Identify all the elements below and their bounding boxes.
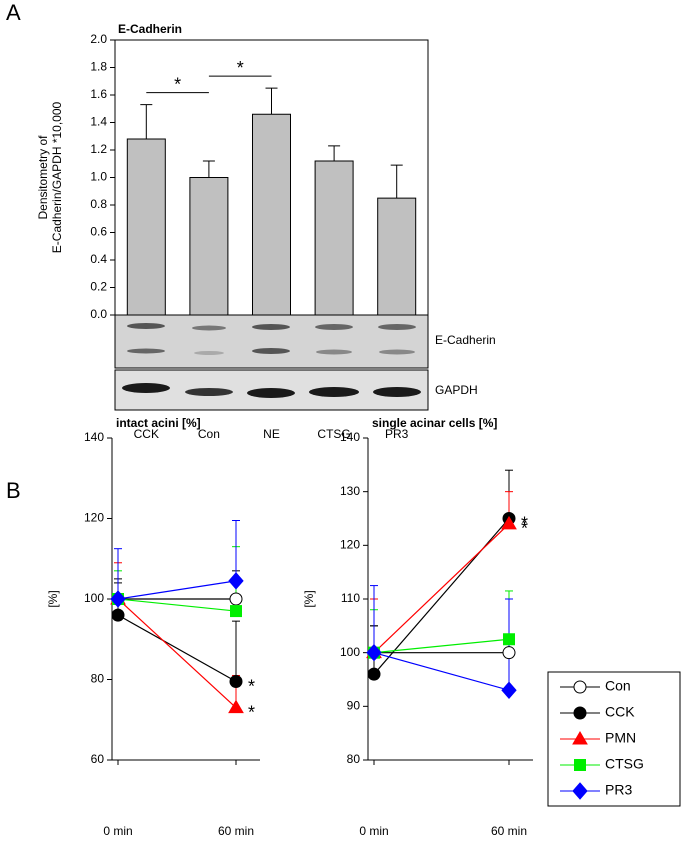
data-point xyxy=(367,667,381,681)
series-line xyxy=(373,638,510,654)
series-line xyxy=(373,652,510,691)
y-tick-label: 0.8 xyxy=(90,197,107,211)
significance-label: * xyxy=(248,676,255,696)
blot-gapdh xyxy=(114,369,429,411)
bar xyxy=(189,177,229,316)
legend-label: PR3 xyxy=(605,782,632,798)
data-point xyxy=(501,515,517,530)
data-point xyxy=(229,592,243,606)
significance-label: * xyxy=(248,702,255,722)
chart-title: E-Cadherin xyxy=(118,22,182,36)
legend-label: Con xyxy=(605,678,631,694)
y-tick-label: 1.2 xyxy=(90,142,107,156)
y-tick-label: 1.0 xyxy=(90,170,107,184)
legend: Con CCK PMN CTSG PR3 xyxy=(547,671,681,807)
legend-marker xyxy=(574,759,586,771)
data-point xyxy=(502,646,516,660)
x-tick-label: CCK xyxy=(134,427,159,441)
x-tick-label: NE xyxy=(263,427,280,441)
y-tick-label: 80 xyxy=(91,672,105,686)
blot-label: E-Cadherin xyxy=(435,333,496,347)
bar xyxy=(252,113,291,316)
y-axis-label: E-Cadherin/GAPDH *10,000 xyxy=(50,101,64,253)
series-line xyxy=(373,523,510,654)
y-tick-label: 80 xyxy=(347,752,361,766)
legend-marker xyxy=(572,782,588,800)
data-point xyxy=(228,699,244,714)
legend-marker xyxy=(573,680,587,694)
significance-label: * xyxy=(521,513,528,533)
series-line xyxy=(117,598,237,612)
data-point xyxy=(366,643,382,662)
series-line xyxy=(373,518,510,675)
x-tick-label: 0 min xyxy=(359,824,388,838)
y-tick-label: 140 xyxy=(84,430,104,444)
y-tick-label: 0.0 xyxy=(90,307,107,321)
series-line xyxy=(117,614,237,683)
panel-label: B xyxy=(6,478,21,503)
y-tick-label: 0.6 xyxy=(90,225,107,239)
data-point xyxy=(110,590,126,608)
y-tick-label: 120 xyxy=(340,538,360,552)
y-tick-label: 110 xyxy=(341,591,360,605)
y-tick-label: 100 xyxy=(84,591,104,605)
significance-label: * xyxy=(174,74,181,94)
x-tick-label: 60 min xyxy=(491,824,527,838)
data-point xyxy=(111,608,125,622)
chart-title: single acinar cells [%] xyxy=(372,416,497,430)
bar xyxy=(314,160,354,316)
legend-label: PMN xyxy=(605,730,636,746)
y-tick-label: 1.6 xyxy=(90,87,107,101)
series-line xyxy=(117,598,237,709)
x-tick-label: PR3 xyxy=(385,427,409,441)
legend-marker xyxy=(573,706,587,720)
x-tick-label: 60 min xyxy=(218,824,254,838)
y-tick-label: 0.2 xyxy=(90,280,107,294)
y-tick-label: 1.4 xyxy=(90,115,107,129)
legend-label: CTSG xyxy=(605,756,644,772)
chart-title: intact acini [%] xyxy=(116,416,201,430)
y-tick-label: 100 xyxy=(340,645,360,659)
significance-label: * xyxy=(521,519,528,539)
data-point xyxy=(503,633,515,646)
data-point xyxy=(501,681,517,699)
legend-marker xyxy=(572,731,588,745)
y-tick-label: 0.4 xyxy=(90,252,107,266)
y-tick-label: 1.8 xyxy=(90,60,107,74)
data-point xyxy=(228,572,244,590)
y-tick-label: 140 xyxy=(340,430,360,444)
blot-e-cadherin xyxy=(114,314,429,369)
bar xyxy=(126,138,166,316)
significance-label: * xyxy=(237,58,244,78)
legend-label: CCK xyxy=(605,704,635,720)
y-axis-label: Densitometry of xyxy=(36,135,50,220)
y-tick-label: 60 xyxy=(91,752,105,766)
data-point xyxy=(230,605,242,618)
data-point xyxy=(229,675,243,689)
series-line xyxy=(117,580,237,600)
bar xyxy=(377,197,417,316)
y-tick-label: 120 xyxy=(84,511,104,525)
y-axis-label: [%] xyxy=(302,590,316,607)
y-tick-label: 2.0 xyxy=(90,32,107,46)
y-tick-label: 90 xyxy=(347,699,361,713)
panel-label: A xyxy=(6,0,21,25)
x-tick-label: 0 min xyxy=(103,824,132,838)
y-axis-label: [%] xyxy=(46,590,60,607)
blot-label: GAPDH xyxy=(435,383,478,397)
y-tick-label: 130 xyxy=(340,484,360,498)
x-tick-label: Con xyxy=(198,427,220,441)
x-tick-label: CTSG xyxy=(317,427,350,441)
